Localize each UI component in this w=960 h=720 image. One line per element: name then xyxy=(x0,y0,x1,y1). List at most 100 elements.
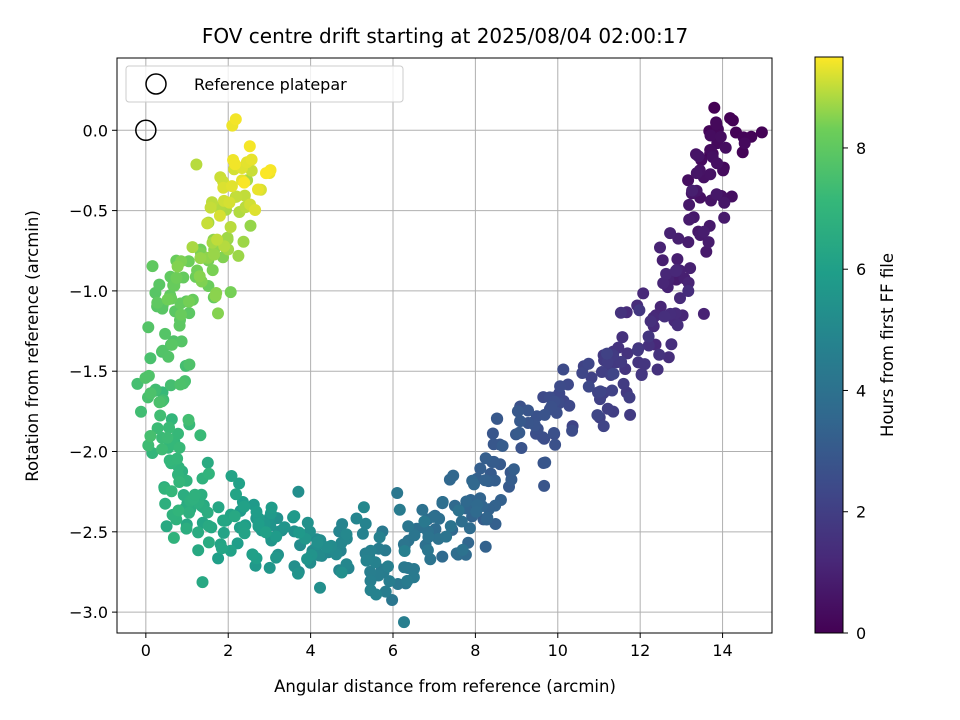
plot-frame xyxy=(116,57,773,634)
scatter-point xyxy=(427,510,440,523)
scatter-point xyxy=(642,330,655,343)
scatter-point xyxy=(192,526,205,539)
scatter-point xyxy=(278,521,291,534)
scatter-point xyxy=(159,497,172,510)
scatter-point xyxy=(288,510,301,523)
scatter-point xyxy=(664,227,677,240)
scatter-point xyxy=(607,367,620,380)
scatter-point xyxy=(383,575,396,588)
scatter-point xyxy=(539,456,552,469)
scatter-point xyxy=(217,514,230,527)
scatter-point xyxy=(718,211,731,224)
x-axis: 0 2 4 6 8 10 12 14 xyxy=(141,633,733,660)
reference-platepar-marker xyxy=(135,119,157,142)
scatter-point xyxy=(714,130,727,143)
scatter-point xyxy=(594,385,607,398)
scatter-point xyxy=(545,400,558,413)
x-tick-label: 2 xyxy=(223,641,233,660)
scatter-point xyxy=(201,217,214,230)
x-tick-label: 14 xyxy=(712,641,732,660)
scatter-point xyxy=(614,306,627,319)
scatter-point xyxy=(192,544,205,557)
scatter-point xyxy=(665,338,678,351)
scatter-point xyxy=(301,553,314,565)
scatter-point xyxy=(690,167,703,180)
scatter-point xyxy=(246,548,259,561)
scatter-point xyxy=(209,290,222,303)
scatter-point xyxy=(153,396,166,409)
scatter-point xyxy=(232,249,245,262)
scatter-point xyxy=(724,112,737,125)
scatter-point xyxy=(183,295,195,308)
scatter-point xyxy=(479,452,492,465)
scatter-point xyxy=(229,113,242,126)
scatter-point xyxy=(704,168,717,181)
scatter-point xyxy=(398,545,411,557)
scatter-point xyxy=(212,501,225,514)
scatter-point xyxy=(252,518,265,531)
scatter-point xyxy=(487,438,500,451)
scatter-point xyxy=(538,479,551,492)
scatter-point xyxy=(463,522,476,535)
scatter-point xyxy=(364,565,377,578)
scatter-point xyxy=(166,338,178,351)
scatter-point xyxy=(225,470,238,482)
scatter-point xyxy=(382,560,394,573)
scatter-point xyxy=(370,588,383,601)
scatter-point xyxy=(217,526,230,539)
y-axis: 0.0 −0.5 −1.0 −1.5 −2.0 −2.5 −3.0 xyxy=(69,121,117,622)
scatter-point xyxy=(263,561,276,574)
scatter-point xyxy=(514,415,527,428)
scatter-point xyxy=(139,371,152,384)
x-tick-label: 4 xyxy=(306,641,316,660)
scatter-point xyxy=(293,526,306,539)
scatter-point xyxy=(684,262,697,275)
scatter-point xyxy=(398,616,410,629)
scatter-point xyxy=(153,278,166,291)
scatter-point xyxy=(474,462,487,475)
scatter-point xyxy=(452,504,465,517)
scatter-point xyxy=(585,371,598,384)
scatter-point xyxy=(657,277,670,290)
scatter-point xyxy=(186,241,199,254)
scatter-point xyxy=(617,377,630,390)
scatter-point xyxy=(616,331,629,344)
scatter-point xyxy=(194,429,207,442)
scatter-point xyxy=(175,335,188,348)
scatter-point xyxy=(486,427,499,440)
scatter-point xyxy=(215,542,228,555)
colorbar-tick-label: 4 xyxy=(856,381,866,400)
scatter-point xyxy=(669,265,682,277)
x-tick-label: 6 xyxy=(388,641,398,660)
scatter-point xyxy=(175,308,187,321)
scatter-point xyxy=(683,198,696,211)
scatter-point xyxy=(311,536,324,548)
scatter-point xyxy=(738,137,751,150)
scatter-point xyxy=(422,531,435,544)
scatter-point xyxy=(490,412,503,425)
scatter-point xyxy=(270,551,283,564)
scatter-point xyxy=(250,505,263,518)
scatter-point xyxy=(601,347,613,360)
scatter-points xyxy=(131,101,768,629)
scatter-point xyxy=(700,245,713,258)
scatter-point xyxy=(167,531,180,544)
scatter-point xyxy=(440,530,453,543)
scatter-point xyxy=(460,495,473,508)
scatter-point xyxy=(212,552,225,565)
y-tick-label: −3.0 xyxy=(69,603,108,622)
scatter-point xyxy=(228,510,241,523)
scatter-point xyxy=(416,503,429,516)
scatter-point xyxy=(401,574,414,587)
scatter-point xyxy=(259,526,272,539)
y-tick-label: −2.5 xyxy=(69,523,108,542)
scatter-point xyxy=(301,516,314,529)
scatter-point xyxy=(436,496,449,508)
scatter-point xyxy=(265,501,278,514)
scatter-point xyxy=(229,158,241,171)
scatter-point xyxy=(314,581,326,594)
scatter-point xyxy=(402,520,415,533)
scatter-point xyxy=(538,408,551,421)
scatter-point xyxy=(481,511,494,524)
scatter-point xyxy=(172,504,185,517)
